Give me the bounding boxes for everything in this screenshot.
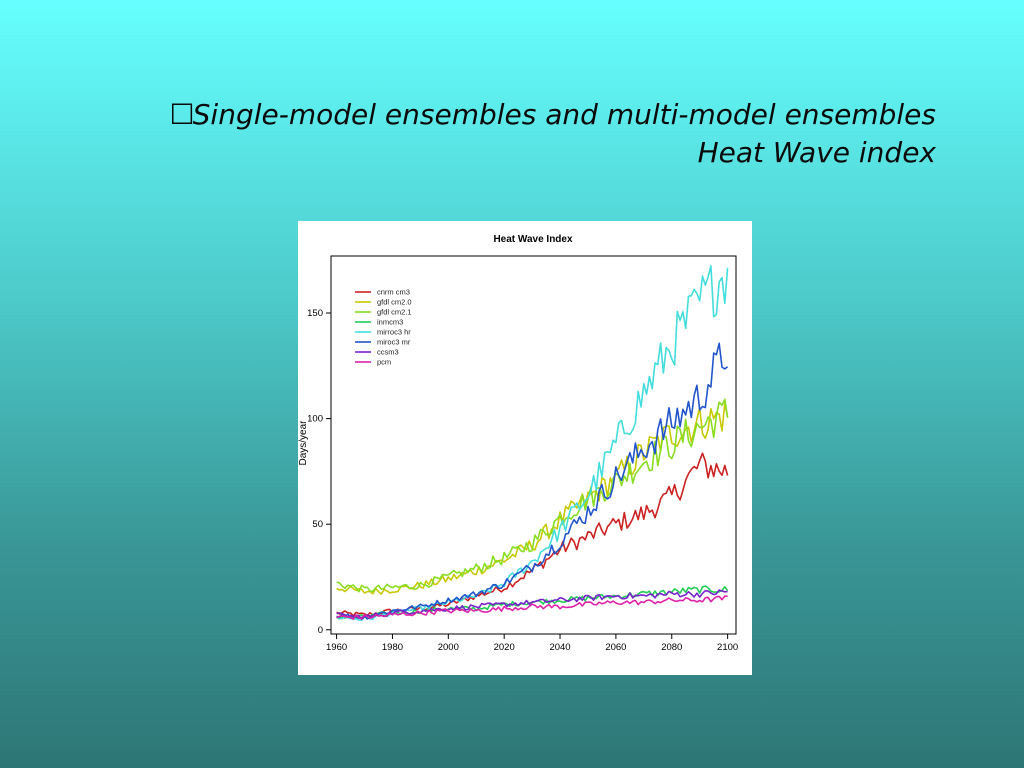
legend-label: gfdl cm2.1 [377, 308, 412, 317]
y-tick-label: 50 [312, 519, 323, 530]
series-line-7 [336, 595, 728, 621]
legend-label: miroc3 mr [377, 338, 411, 347]
legend-label: cnrm cm3 [377, 288, 410, 297]
title-line-2: Heat Wave index [697, 136, 936, 169]
plot-frame [330, 255, 737, 635]
series-line-6 [336, 589, 728, 621]
bullet-box-icon: ☐ [169, 98, 195, 131]
legend-label: gfdl cm2.0 [377, 298, 412, 307]
legend-label: ccsm3 [377, 348, 399, 357]
x-tick-label: 2060 [605, 642, 626, 653]
legend-label: mirroc3 hr [377, 328, 411, 337]
y-tick-label: 0 [318, 625, 323, 636]
x-tick-label: 2020 [494, 642, 515, 653]
y-axis-label: Days/year [298, 420, 309, 466]
x-tick-label: 1980 [382, 642, 403, 653]
series-lines [336, 264, 729, 622]
chart-title: Heat Wave Index [493, 234, 573, 245]
y-tick-label: 100 [307, 414, 323, 425]
legend-label: pcm [377, 358, 391, 367]
chart-svg: Heat Wave Index Days/year 1960 1980 2000 20… [298, 234, 738, 653]
x-tick-label: 1960 [326, 642, 347, 653]
series-line-2 [336, 398, 729, 593]
series-line-5 [336, 342, 729, 620]
axes: 1960 1980 2000 2020 2040 2060 2080 2100 0 50 100 15… [307, 308, 738, 653]
x-tick-label: 2080 [661, 642, 682, 653]
title-text-1: Single-model ensembles and multi-model e… [192, 98, 936, 131]
legend-label: inmcm3 [377, 318, 403, 327]
x-tick-label: 2040 [549, 642, 570, 653]
y-tick-label: 150 [307, 308, 323, 319]
title-line-1: ☐Single-model ensembles and multi-model … [170, 96, 936, 134]
heat-wave-chart: Heat Wave Index Days/year 1960 1980 2000 20… [298, 221, 752, 675]
slide-title: ☐Single-model ensembles and multi-model … [170, 96, 936, 172]
x-tick-label: 2100 [717, 642, 738, 653]
series-line-1 [336, 402, 729, 595]
x-tick-label: 2000 [438, 642, 459, 653]
